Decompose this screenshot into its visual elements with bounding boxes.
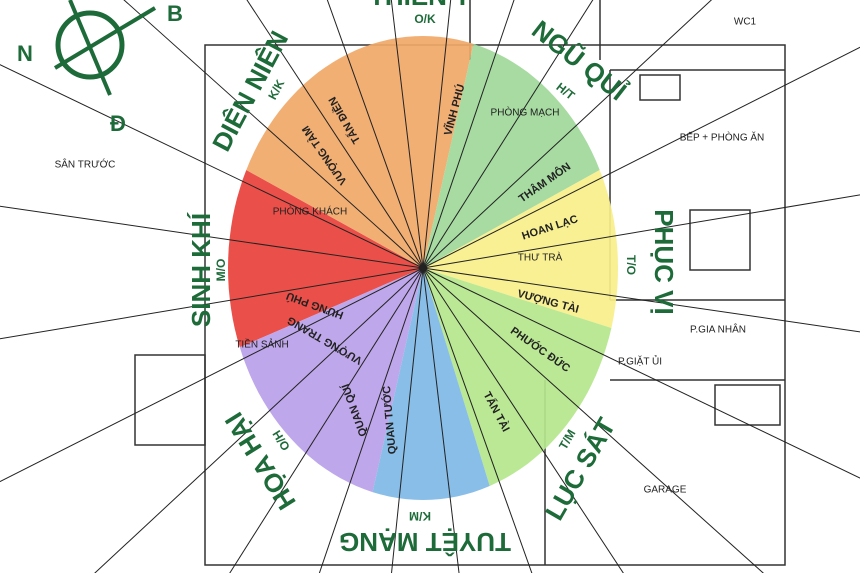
sector [423,268,612,486]
compass-north: N [17,41,33,66]
room-label: PHÒNG KHÁCH [273,205,347,218]
ray [422,267,764,573]
table [689,209,751,271]
compass-west: B [167,1,183,26]
ray [422,0,452,269]
ray [422,0,515,269]
stairs [134,354,206,446]
room-label: TIỀN SẢNH [235,338,288,351]
stove [639,74,681,101]
center [419,264,427,272]
compass: N B Đ [17,0,183,136]
ray [246,0,424,269]
sector [372,268,490,500]
ray [391,267,424,573]
ray [422,267,860,479]
ray [422,0,594,269]
direction-label: THIÊN Y [369,0,471,11]
direction-label: TUYỆT MẠNG [339,527,511,557]
direction-code: T/O [624,255,638,275]
room-label: WC1 [734,17,757,28]
ray [0,267,424,340]
ray [326,0,424,269]
direction-label: SINH KHÍ [186,212,216,327]
room-label: GARAGE [644,485,687,496]
sector [246,36,474,268]
ray [422,267,860,333]
rooms: SÂN TRƯỚC PHÒNG KHÁCH TIỀN SẢNH PHÒNG MẠ… [55,17,765,496]
ray [422,267,624,573]
room-label: PHÒNG MẠCH [491,106,560,119]
ray [422,0,713,269]
ray [390,0,424,269]
sector [239,268,423,493]
direction-code: H/T [554,80,578,103]
ray [422,267,460,573]
room-label: BẾP + PHÒNG ĂN [680,131,765,144]
sector [423,170,618,328]
compass-east: Đ [110,111,126,136]
bed [714,384,781,426]
ray [94,267,424,573]
ray [229,267,424,573]
ray [0,205,424,269]
ray [422,46,860,269]
ray [0,64,424,269]
compass-axis [53,6,157,70]
segment-label: QUAN TƯỚC [380,385,399,455]
room-label: SÂN TRƯỚC [55,158,116,171]
ray [422,267,533,573]
direction-code: M/O [214,259,228,282]
direction-code: K/M [409,509,431,523]
ray [318,267,424,573]
room-label: P.GIA NHÂN [690,323,746,336]
ray [123,0,424,269]
direction-code: O/K [414,12,436,26]
outer-wall [204,44,786,566]
ray [0,267,424,483]
sector [423,43,600,269]
direction-label: PHỤC VỊ [649,209,679,314]
ray [422,194,860,269]
sector [228,170,423,348]
compass-axis [68,0,112,96]
room-label: P.GIẶT ỦI [618,355,662,368]
room-label: THƯ TRÀ [518,251,563,264]
compass-ring [55,10,125,80]
